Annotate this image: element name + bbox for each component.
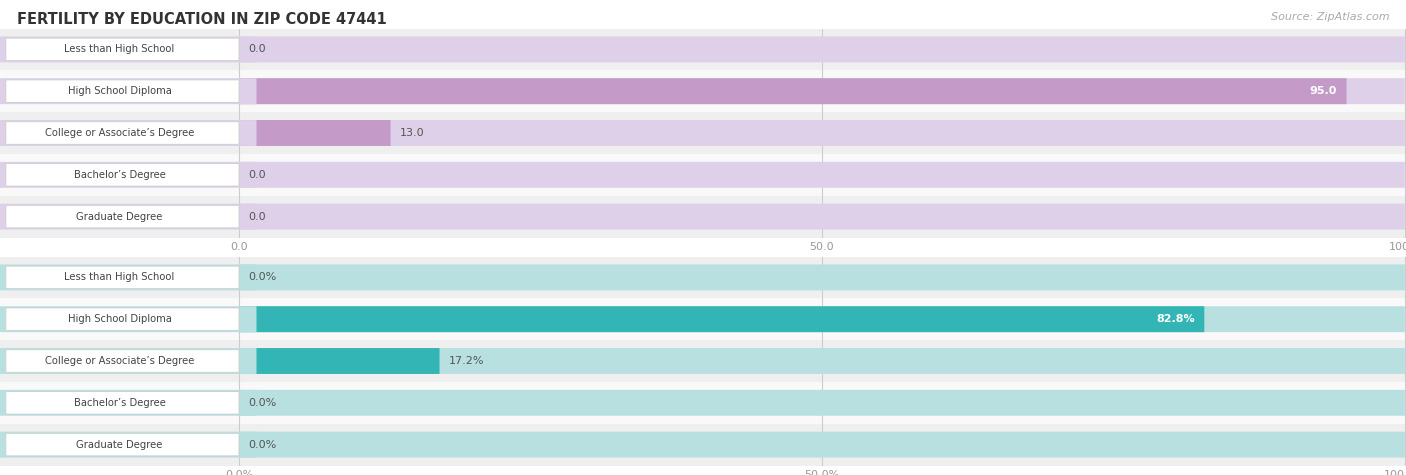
FancyBboxPatch shape: [0, 390, 256, 416]
FancyBboxPatch shape: [6, 122, 239, 144]
Text: 0.0%: 0.0%: [249, 439, 277, 450]
Text: 82.8%: 82.8%: [1156, 314, 1195, 324]
FancyBboxPatch shape: [239, 390, 1405, 416]
FancyBboxPatch shape: [0, 196, 1406, 238]
FancyBboxPatch shape: [6, 433, 239, 456]
Text: High School Diploma: High School Diploma: [67, 86, 172, 96]
FancyBboxPatch shape: [6, 266, 239, 289]
Text: 0.0: 0.0: [249, 44, 266, 55]
FancyBboxPatch shape: [239, 37, 1405, 62]
FancyBboxPatch shape: [0, 382, 1406, 424]
FancyBboxPatch shape: [0, 37, 256, 62]
FancyBboxPatch shape: [239, 120, 1405, 146]
FancyBboxPatch shape: [0, 306, 256, 332]
FancyBboxPatch shape: [239, 78, 1347, 104]
Text: Less than High School: Less than High School: [65, 272, 174, 283]
FancyBboxPatch shape: [239, 162, 1405, 188]
Text: 13.0: 13.0: [399, 128, 425, 138]
FancyBboxPatch shape: [6, 391, 239, 414]
FancyBboxPatch shape: [6, 163, 239, 186]
FancyBboxPatch shape: [239, 204, 1405, 229]
Text: Source: ZipAtlas.com: Source: ZipAtlas.com: [1271, 12, 1389, 22]
Text: Graduate Degree: Graduate Degree: [76, 211, 163, 222]
Text: 0.0: 0.0: [249, 170, 266, 180]
FancyBboxPatch shape: [0, 78, 256, 104]
FancyBboxPatch shape: [0, 70, 1406, 112]
Text: 95.0: 95.0: [1310, 86, 1337, 96]
FancyBboxPatch shape: [0, 432, 256, 457]
FancyBboxPatch shape: [239, 120, 391, 146]
FancyBboxPatch shape: [0, 256, 1406, 298]
FancyBboxPatch shape: [239, 348, 1405, 374]
FancyBboxPatch shape: [239, 78, 1405, 104]
Text: 17.2%: 17.2%: [449, 356, 484, 366]
Text: Bachelor’s Degree: Bachelor’s Degree: [73, 398, 166, 408]
FancyBboxPatch shape: [0, 204, 256, 229]
FancyBboxPatch shape: [0, 112, 1406, 154]
Text: 0.0%: 0.0%: [249, 398, 277, 408]
FancyBboxPatch shape: [239, 432, 1405, 457]
Text: 0.0%: 0.0%: [249, 272, 277, 283]
FancyBboxPatch shape: [239, 348, 440, 374]
Text: Less than High School: Less than High School: [65, 44, 174, 55]
Text: High School Diploma: High School Diploma: [67, 314, 172, 324]
FancyBboxPatch shape: [6, 80, 239, 103]
FancyBboxPatch shape: [6, 38, 239, 61]
FancyBboxPatch shape: [6, 205, 239, 228]
Text: Graduate Degree: Graduate Degree: [76, 439, 163, 450]
Text: FERTILITY BY EDUCATION IN ZIP CODE 47441: FERTILITY BY EDUCATION IN ZIP CODE 47441: [17, 12, 387, 27]
FancyBboxPatch shape: [239, 265, 1405, 290]
Text: 0.0: 0.0: [249, 211, 266, 222]
FancyBboxPatch shape: [239, 306, 1405, 332]
FancyBboxPatch shape: [0, 340, 1406, 382]
Text: College or Associate’s Degree: College or Associate’s Degree: [45, 356, 194, 366]
FancyBboxPatch shape: [0, 120, 256, 146]
FancyBboxPatch shape: [0, 28, 1406, 70]
FancyBboxPatch shape: [0, 298, 1406, 340]
Text: Bachelor’s Degree: Bachelor’s Degree: [73, 170, 166, 180]
FancyBboxPatch shape: [239, 306, 1205, 332]
FancyBboxPatch shape: [0, 424, 1406, 466]
FancyBboxPatch shape: [0, 265, 256, 290]
FancyBboxPatch shape: [6, 308, 239, 331]
FancyBboxPatch shape: [0, 348, 256, 374]
Text: College or Associate’s Degree: College or Associate’s Degree: [45, 128, 194, 138]
FancyBboxPatch shape: [0, 154, 1406, 196]
FancyBboxPatch shape: [6, 350, 239, 372]
FancyBboxPatch shape: [0, 162, 256, 188]
